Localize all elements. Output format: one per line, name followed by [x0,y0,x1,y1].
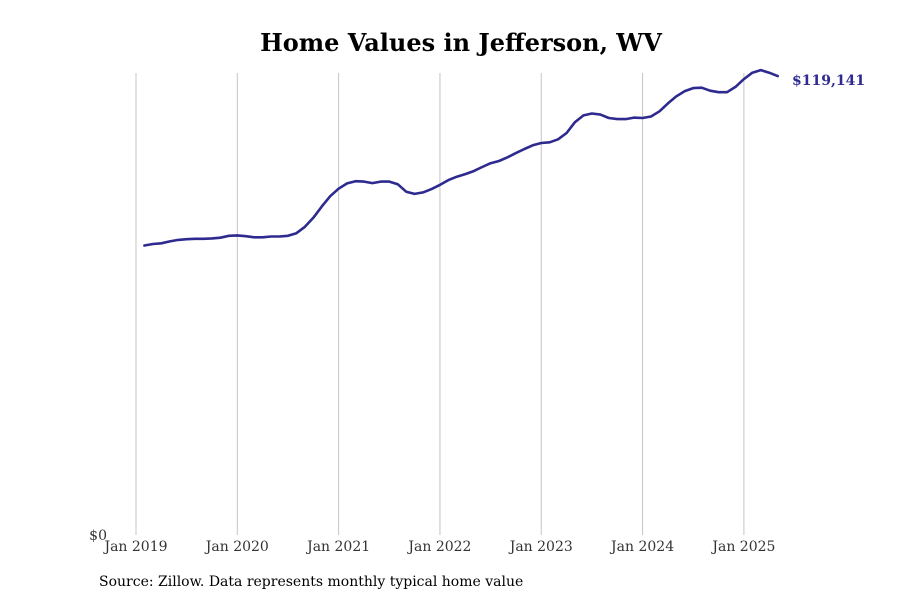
data-point [455,175,459,179]
data-point [396,182,400,186]
x-tick-label: Jan 2020 [204,539,269,555]
data-point [261,235,265,239]
data-point [185,237,189,241]
data-point [413,192,417,196]
data-point [497,159,501,163]
data-point [328,194,332,198]
data-point [708,89,712,93]
data-point [379,180,383,184]
data-point [750,71,754,75]
data-point [632,116,636,120]
series-line [143,68,779,247]
data-point [776,74,780,78]
data-point [489,161,493,165]
series-layer: $119,141 [142,68,865,248]
data-point [159,241,163,245]
data-point [717,90,721,94]
data-point [176,238,180,242]
grid [135,73,745,535]
data-point [615,117,619,121]
data-point [649,114,653,118]
data-point [539,141,543,145]
data-point [362,180,366,184]
data-point [202,237,206,241]
source-note: Source: Zillow. Data represents monthly … [99,574,524,590]
data-point [590,112,594,116]
data-point [767,71,771,75]
data-point [624,117,628,121]
data-point [278,235,282,239]
data-point [725,90,729,94]
x-tick-label: Jan 2019 [102,539,167,555]
data-point [463,172,467,176]
data-point [421,190,425,194]
x-tick-label: Jan 2021 [305,539,370,555]
data-point [759,68,763,72]
data-point [430,187,434,191]
data-point [472,169,476,173]
data-point [446,178,450,182]
data-point [565,131,569,135]
data-point [227,234,231,238]
data-point [691,86,695,90]
data-point [142,244,146,248]
data-point [480,165,484,169]
data-point [438,183,442,187]
data-point [252,235,256,239]
data-point [235,233,239,237]
data-point [193,237,197,241]
data-point [742,77,746,81]
data-point [548,140,552,144]
data-point [573,120,577,124]
data-point [345,181,349,185]
data-point [666,101,670,105]
data-point [269,235,273,239]
data-point [581,113,585,117]
x-tick-label: Jan 2022 [406,539,471,555]
data-point [683,89,687,93]
data-point [598,113,602,117]
data-point [311,216,315,220]
chart-title: Home Values in Jefferson, WV [260,28,662,57]
data-point [303,225,307,229]
data-point [733,85,737,89]
data-point [700,86,704,90]
data-point [151,242,155,246]
x-axis-ticks: Jan 2019 Jan 2020 Jan 2021 Jan 2022 Jan 2023… [89,528,775,555]
data-point [244,234,248,238]
data-point [607,116,611,120]
data-point [168,239,172,243]
data-point [337,187,341,191]
data-point [294,231,298,235]
data-point [218,236,222,240]
data-point [320,205,324,209]
data-point [531,143,535,147]
data-point [404,190,408,194]
data-point [674,94,678,98]
data-point [556,137,560,141]
data-point [505,155,509,159]
data-point [354,179,358,183]
data-point [387,180,391,184]
y-tick-label: $0 [89,528,107,544]
data-point [514,151,518,155]
x-tick-label: Jan 2025 [710,539,775,555]
data-point [210,236,214,240]
data-point [370,181,374,185]
x-tick-label: Jan 2024 [609,539,674,555]
x-tick-label: Jan 2023 [508,539,573,555]
data-point [641,116,645,120]
end-value-label: $119,141 [792,73,865,89]
data-point [286,234,290,238]
data-point [657,109,661,113]
data-point [522,147,526,151]
